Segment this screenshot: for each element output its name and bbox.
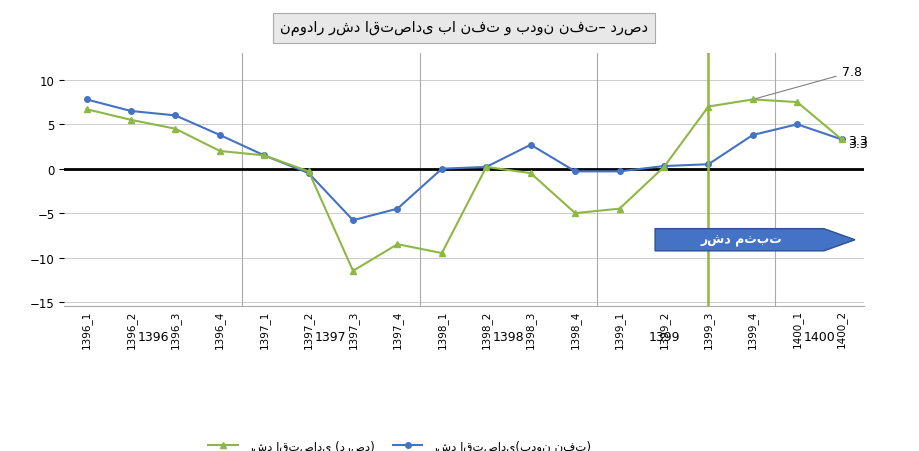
FancyArrow shape xyxy=(655,229,855,251)
Text: رشد مثبت: رشد مثبت xyxy=(701,234,783,247)
Text: 1396: 1396 xyxy=(138,331,169,344)
Text: 7.8: 7.8 xyxy=(755,66,862,100)
Text: 1397: 1397 xyxy=(315,331,346,344)
Text: 1400: 1400 xyxy=(803,331,835,344)
Text: نمودار رشد اقتصادی با نفت و بدون نفت– درصد: نمودار رشد اقتصادی با نفت و بدون نفت– در… xyxy=(280,21,648,36)
Text: 1399: 1399 xyxy=(648,331,680,344)
Legend: رشد اقتصادی (درصد), رشد اقتصادی(بدون نفت): رشد اقتصادی (درصد), رشد اقتصادی(بدون نفت… xyxy=(204,435,596,451)
Text: 1398: 1398 xyxy=(493,331,525,344)
Text: 3.3: 3.3 xyxy=(848,138,868,151)
Text: 3.3: 3.3 xyxy=(848,134,868,147)
